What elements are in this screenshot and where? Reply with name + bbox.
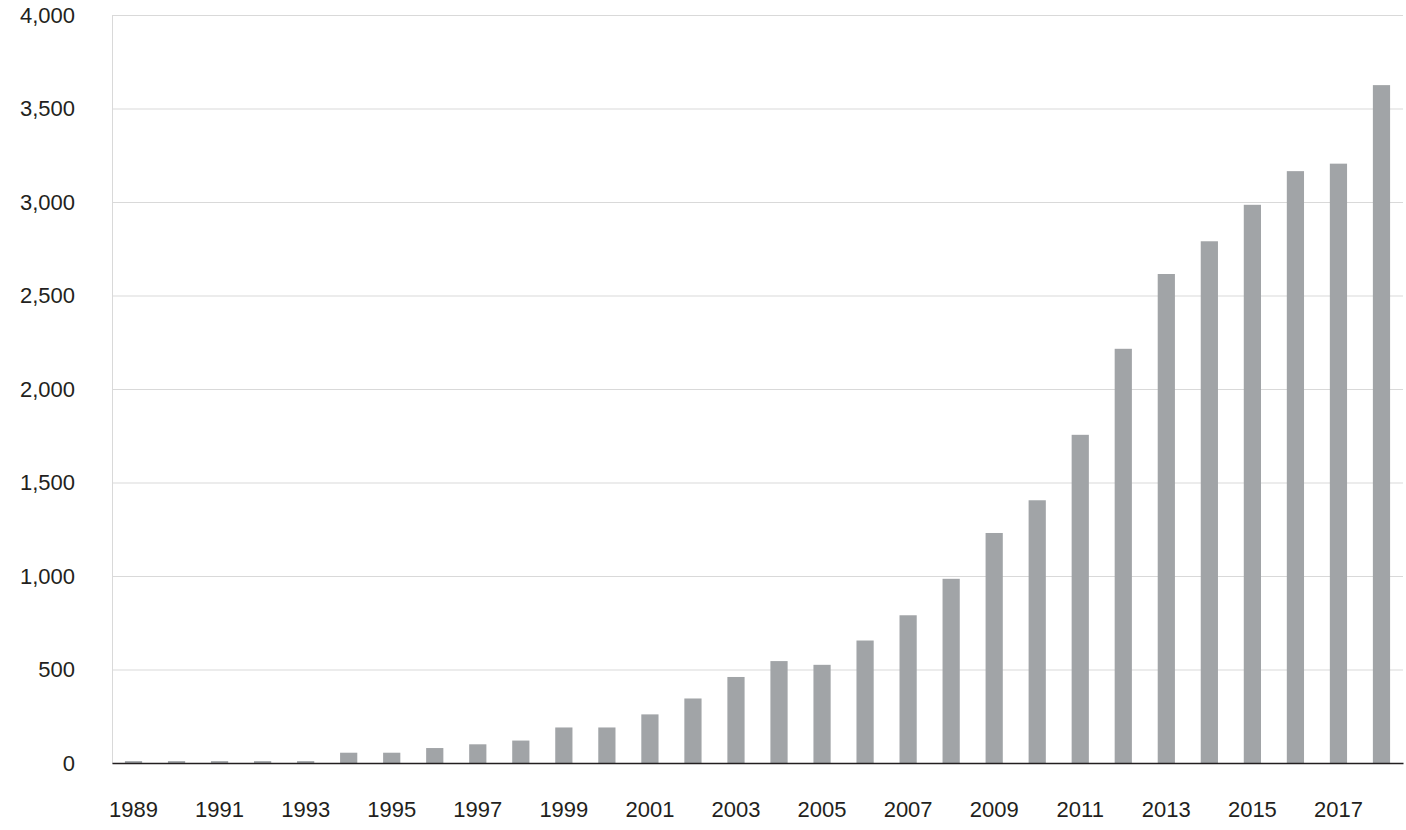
y-tick: 3,500 [20,96,1403,121]
bar [383,753,400,763]
bar [340,753,357,763]
bar [1244,205,1261,763]
x-tick: 1997 [453,763,502,822]
chart: 0 500 1,000 1,500 2,000 2,500 3,000 3,500 4,000 1… [0,0,1406,830]
x-axis-line [113,763,1404,765]
bar [125,761,142,763]
x-tick-label: 2015 [1228,797,1277,822]
x-tick: 2007 [884,763,933,822]
x-tick: 2003 [712,763,761,822]
bar [1373,85,1390,763]
bar [512,741,529,763]
bar [684,698,701,763]
x-tick-label: 2009 [970,797,1019,822]
bar [254,761,271,763]
x-tick: 1993 [281,763,330,822]
x-tick: 2011 [1057,763,1104,822]
x-tick-label: 1993 [281,797,330,822]
x-tick-label: 2011 [1057,797,1104,822]
x-tick: 2015 [1228,763,1277,822]
x-tick: 2005 [798,763,847,822]
bar [856,641,873,763]
x-tick-label: 1999 [539,797,588,822]
y-tick-label: 3,000 [20,190,75,215]
y-tick-label: 2,500 [20,283,75,308]
y-tick: 2,500 [20,283,1403,308]
grid-line [112,15,1403,16]
y-tick-label: 1,000 [20,564,75,589]
y-tick: 1,000 [20,564,1403,589]
x-tick-label: 1997 [453,797,502,822]
bar [1158,274,1175,763]
bar [1029,500,1046,763]
bar [1201,241,1218,763]
y-tick: 500 [38,657,1403,682]
x-tick: 1989 [109,763,158,822]
bar [168,761,185,763]
y-tick-label: 1,500 [20,470,75,495]
bar [598,727,615,763]
grid-line [112,763,1403,764]
bar [641,714,658,763]
bar [770,661,787,763]
bar [1115,349,1132,763]
bar [943,579,960,763]
x-tick-label: 2003 [712,797,761,822]
y-tick: 3,000 [20,190,1403,215]
bar [1330,164,1347,763]
x-axis: 1989 1991 1993 1995 1997 1999 2001 2003 2005 2007… [109,763,1403,822]
bar [813,665,830,763]
x-tick: 2001 [625,763,674,822]
bar [297,761,314,763]
y-tick: 1,500 [20,470,1403,495]
bar [211,761,228,763]
bar [986,533,1003,763]
x-tick-label: 1995 [367,797,416,822]
grid-line [112,202,1403,203]
bar [1287,171,1304,763]
x-tick-label: 2007 [884,797,933,822]
x-tick: 2017 [1314,763,1363,822]
x-tick-label: 2005 [798,797,847,822]
y-tick-label: 3,500 [20,96,75,121]
y-tick: 4,000 [20,3,1403,28]
x-tick-label: 2017 [1314,797,1363,822]
x-tick: 2009 [970,763,1019,822]
bar [555,727,572,763]
bar [900,615,917,763]
grid-line [112,109,1403,110]
y-tick-label: 2,000 [20,377,75,402]
x-tick: 1999 [539,763,588,822]
bar [469,744,486,763]
bar [727,677,744,763]
y-tick-label: 500 [38,657,75,682]
y-axis: 0 500 1,000 1,500 2,000 2,500 3,000 3,500 4,000 [20,3,1403,776]
x-tick-label: 1989 [109,797,158,822]
y-tick-label: 0 [63,751,75,776]
y-tick: 2,000 [20,377,1403,402]
x-tick-label: 2001 [625,797,674,822]
y-tick-label: 4,000 [20,3,75,28]
bar [1072,435,1089,763]
bars [125,85,1390,763]
x-tick: 2013 [1142,763,1191,822]
x-tick: 1991 [195,763,244,822]
x-tick: 1995 [367,763,416,822]
x-tick-label: 2013 [1142,797,1191,822]
bar [426,748,443,763]
x-tick-label: 1991 [195,797,244,822]
